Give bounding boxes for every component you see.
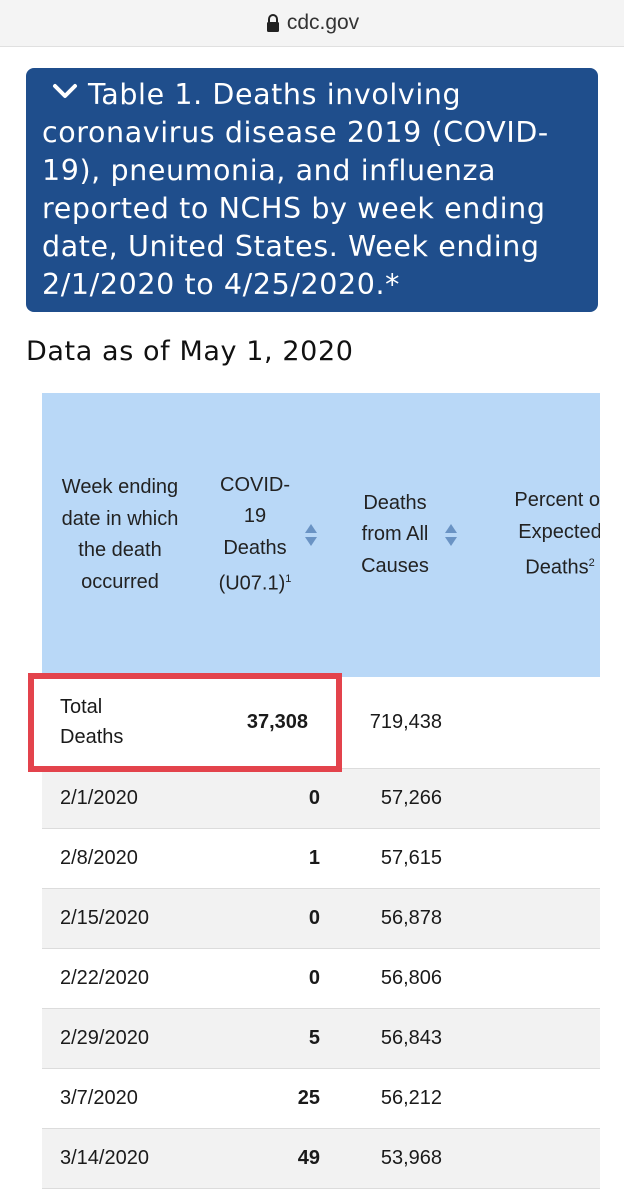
row-covid-deaths: 25 — [198, 1067, 332, 1128]
table-title: Table 1. Deaths involving coronavirus di… — [42, 76, 584, 304]
url-text: cdc.gov — [286, 11, 360, 34]
chevron-down-icon[interactable] — [52, 80, 78, 102]
row-percent-expected: 9 — [478, 947, 600, 1008]
row-covid-deaths: 0 — [198, 947, 332, 1008]
header-percent-expected[interactable]: Percent of Expected Deaths2 — [478, 393, 600, 677]
row-all-causes — [332, 1187, 478, 1200]
row-percent-expected: 9 — [478, 767, 600, 828]
row-all-causes: 56,806 — [332, 947, 478, 1008]
header-pct-label: Percent of Expected Deaths2 — [510, 485, 600, 584]
browser-url-bar[interactable]: cdc.gov — [0, 0, 624, 47]
row-percent-expected: 9 — [478, 887, 600, 948]
row-date: 3/14/2020 — [42, 1127, 198, 1188]
row-all-causes: 719,438 — [332, 677, 478, 768]
row-covid-deaths: 1 — [198, 827, 332, 888]
header-week-ending: Week ending date in which the death occu… — [42, 393, 198, 677]
row-all-causes: 56,843 — [332, 1007, 478, 1068]
header-week-ending-label: Week ending date in which the death occu… — [61, 476, 179, 593]
row-covid-deaths: 0 — [198, 767, 332, 828]
row-percent-expected: 9 — [478, 1067, 600, 1128]
header-pct-footnote: 2 — [588, 557, 595, 570]
table-title-text: Table 1. Deaths involving coronavirus di… — [42, 78, 549, 301]
row-covid-deaths: 0 — [198, 887, 332, 948]
row-date: 2/22/2020 — [42, 947, 198, 1008]
row-percent-expected: 9 — [478, 827, 600, 888]
row-covid-deaths: 49 — [198, 1127, 332, 1188]
header-covid-footnote: 1 — [285, 573, 292, 586]
table-row — [42, 1187, 600, 1200]
row-covid-deaths — [198, 1187, 332, 1200]
deaths-table: Week ending date in which the death occu… — [42, 393, 600, 1200]
row-percent-expected — [478, 1187, 600, 1200]
table-row: 2/15/2020 0 56,878 9 — [42, 887, 600, 948]
row-covid-deaths: 5 — [198, 1007, 332, 1068]
row-all-causes: 56,878 — [332, 887, 478, 948]
data-as-of: Data as of May 1, 2020 — [26, 336, 354, 367]
table-row: 3/14/2020 49 53,968 9 — [42, 1127, 600, 1188]
header-all-label: Deaths from All Causes — [361, 491, 429, 577]
table-row: 2/8/2020 1 57,615 9 — [42, 827, 600, 888]
table-row: 2/22/2020 0 56,806 9 — [42, 947, 600, 1008]
sort-icon[interactable] — [304, 522, 318, 548]
row-covid-deaths: 37,308 — [198, 677, 332, 768]
row-percent-expected: 9 — [478, 1127, 600, 1188]
header-all-causes[interactable]: Deaths from All Causes — [332, 393, 478, 677]
header-covid-label: COVID-19 Deaths (U07.1)1 — [212, 470, 298, 601]
highlight-box — [28, 673, 342, 772]
row-all-causes: 56,212 — [332, 1067, 478, 1128]
table-row: 2/1/2020 0 57,266 9 — [42, 767, 600, 828]
header-pct-text: Percent of Expected Deaths — [514, 489, 600, 580]
table-header-row: Week ending date in which the death occu… — [42, 393, 600, 677]
row-percent-expected: 9 — [478, 677, 600, 768]
row-date: 2/1/2020 — [42, 767, 198, 828]
row-date: 2/15/2020 — [42, 887, 198, 948]
row-all-causes: 53,968 — [332, 1127, 478, 1188]
sort-icon[interactable] — [444, 522, 458, 548]
row-all-causes: 57,615 — [332, 827, 478, 888]
row-date: 3/7/2020 — [42, 1067, 198, 1128]
header-covid-deaths[interactable]: COVID-19 Deaths (U07.1)1 — [198, 393, 332, 677]
row-all-causes: 57,266 — [332, 767, 478, 828]
row-date: 2/29/2020 — [42, 1007, 198, 1068]
lock-icon — [266, 14, 279, 32]
table-row: 2/29/2020 5 56,843 9 — [42, 1007, 600, 1068]
table-row: 3/7/2020 25 56,212 9 — [42, 1067, 600, 1128]
row-date: 2/8/2020 — [42, 827, 198, 888]
header-covid-text: COVID-19 Deaths (U07.1) — [218, 473, 290, 595]
row-date: Total Deaths — [42, 677, 198, 768]
deaths-table-container[interactable]: Week ending date in which the death occu… — [42, 393, 600, 1200]
table-row-total: Total Deaths 37,308 719,438 9 — [42, 677, 600, 768]
row-percent-expected: 9 — [478, 1007, 600, 1068]
row-date — [42, 1187, 198, 1200]
table-title-banner[interactable]: Table 1. Deaths involving coronavirus di… — [26, 68, 598, 312]
